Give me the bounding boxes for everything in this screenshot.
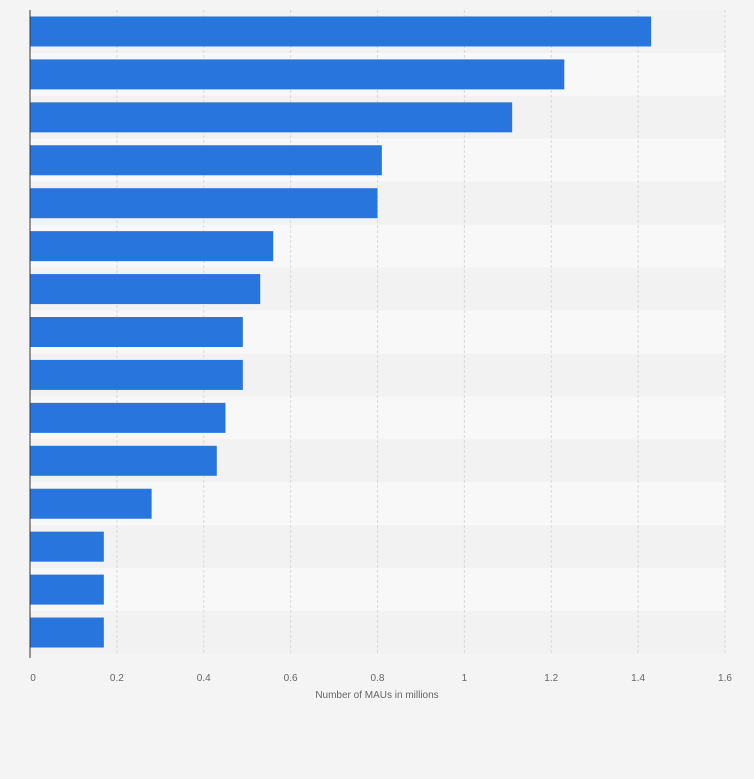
bar[interactable] — [30, 59, 565, 90]
x-tick-label: 0 — [30, 673, 36, 684]
bar[interactable] — [30, 402, 226, 433]
x-axis-title: Number of MAUs in millions — [315, 690, 438, 701]
bar[interactable] — [30, 102, 513, 133]
bar[interactable] — [30, 145, 382, 176]
x-tick-label: 0.6 — [284, 673, 298, 684]
bar[interactable] — [30, 488, 152, 519]
x-tick-label: 0.8 — [371, 673, 385, 684]
x-tick-label: 1 — [462, 673, 468, 684]
x-tick-labels: 0 0.2 0.4 0.6 0.8 1 1.2 1.4 1.6 — [30, 673, 732, 684]
bar[interactable] — [30, 617, 104, 648]
bar[interactable] — [30, 359, 243, 390]
bars-group — [30, 16, 652, 648]
x-tick-label: 0.2 — [110, 673, 124, 684]
bar[interactable] — [30, 531, 104, 562]
bar[interactable] — [30, 317, 243, 347]
bar[interactable] — [30, 16, 652, 47]
bar[interactable] — [30, 445, 217, 476]
x-tick-label: 0.4 — [197, 673, 211, 684]
x-tick-label: 1.4 — [631, 673, 645, 684]
bar[interactable] — [30, 231, 274, 262]
x-tick-label: 1.2 — [544, 673, 558, 684]
bar[interactable] — [30, 274, 261, 305]
bar[interactable] — [30, 188, 378, 219]
bar[interactable] — [30, 574, 104, 605]
row-band — [30, 568, 725, 612]
x-tick-label: 1.6 — [718, 673, 732, 684]
